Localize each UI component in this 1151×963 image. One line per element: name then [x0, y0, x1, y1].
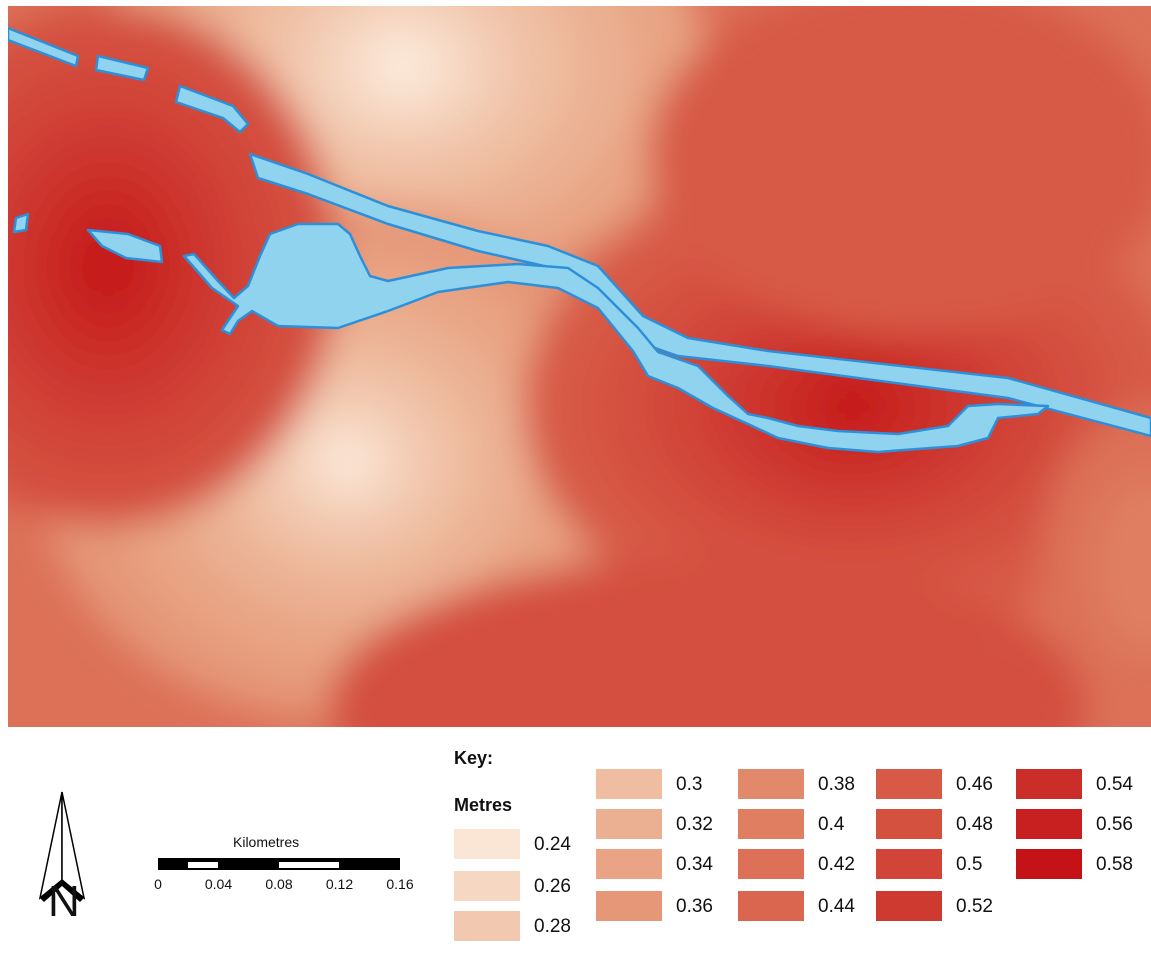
- legend-label: 0.58: [1096, 854, 1133, 875]
- scale-bar-graphic: [158, 858, 400, 870]
- depth-contours: [8, 6, 1151, 727]
- legend-label: 0.26: [534, 876, 571, 897]
- contour-ring: [831, 388, 875, 424]
- north-arrow-icon: [38, 791, 86, 902]
- legend-swatch: [454, 829, 520, 859]
- legend-swatch: [1016, 849, 1082, 879]
- water-body: [86, 228, 164, 264]
- scale-bar-tick-label: 0.16: [386, 876, 414, 892]
- legend-swatch: [454, 871, 520, 901]
- legend-label: 0.38: [818, 774, 855, 795]
- contour-ring: [363, 31, 443, 101]
- legend-label: 0.28: [534, 916, 571, 937]
- river-channel: [8, 26, 1151, 454]
- contour-ring: [648, 6, 1151, 336]
- legend-title: Key:: [454, 748, 494, 768]
- scale-bar-tick-label: 0.08: [265, 876, 293, 892]
- legend-swatch: [454, 911, 520, 941]
- legend-swatch: [596, 849, 662, 879]
- legend-label: 0.46: [956, 774, 993, 795]
- legend-label: 0.24: [534, 834, 571, 855]
- legend-swatch: [738, 769, 804, 799]
- legend-label: 0.54: [1096, 774, 1133, 795]
- north-label: N: [48, 877, 80, 926]
- scale-bar-title: Kilometres: [233, 834, 300, 850]
- legend-label: 0.5: [956, 854, 983, 875]
- legend-label: 0.42: [818, 854, 855, 875]
- legend-label: 0.34: [676, 854, 713, 875]
- scale-bar-tick-label: 0: [154, 876, 162, 892]
- legend-swatch: [596, 769, 662, 799]
- legend-swatch: [738, 849, 804, 879]
- legend-swatch: [876, 891, 942, 921]
- water-body: [94, 54, 150, 82]
- legend-label: 0.32: [676, 814, 713, 835]
- legend-swatch: [738, 809, 804, 839]
- scale-bar-tick-label: 0.12: [325, 876, 354, 892]
- water-body: [8, 26, 80, 68]
- map-canvas[interactable]: [8, 6, 1151, 727]
- scale-bar-tick-label: 0.04: [204, 876, 233, 892]
- legend-unit-title: Metres: [454, 795, 513, 815]
- contour-ring: [328, 556, 1088, 727]
- legend-label: 0.52: [956, 896, 993, 917]
- north-arrow: N: [34, 790, 114, 940]
- water-body: [248, 152, 1151, 438]
- legend-label: 0.44: [818, 896, 855, 917]
- legend-label: 0.36: [676, 896, 713, 917]
- legend-swatch: [1016, 809, 1082, 839]
- legend-swatch: [876, 809, 942, 839]
- contour-ring: [323, 436, 373, 486]
- legend-label: 0.4: [818, 814, 845, 835]
- water-body: [182, 222, 1050, 454]
- legend-swatch: [596, 891, 662, 921]
- contour-ring: [1091, 476, 1151, 656]
- legend-swatch: [1016, 769, 1082, 799]
- water-body: [12, 212, 30, 234]
- legend-swatch: [876, 769, 942, 799]
- legend-swatch: [596, 809, 662, 839]
- water-body: [174, 84, 250, 134]
- legend-label: 0.56: [1096, 814, 1133, 835]
- legend-label: 0.48: [956, 814, 993, 835]
- legend-label: 0.3: [676, 774, 703, 795]
- legend-swatch: [876, 849, 942, 879]
- depth-surface: [8, 6, 1151, 727]
- legend-swatch: [738, 891, 804, 921]
- scale-bar: Kilometres 0 0.04 0.08 0.12 0.16: [146, 832, 416, 892]
